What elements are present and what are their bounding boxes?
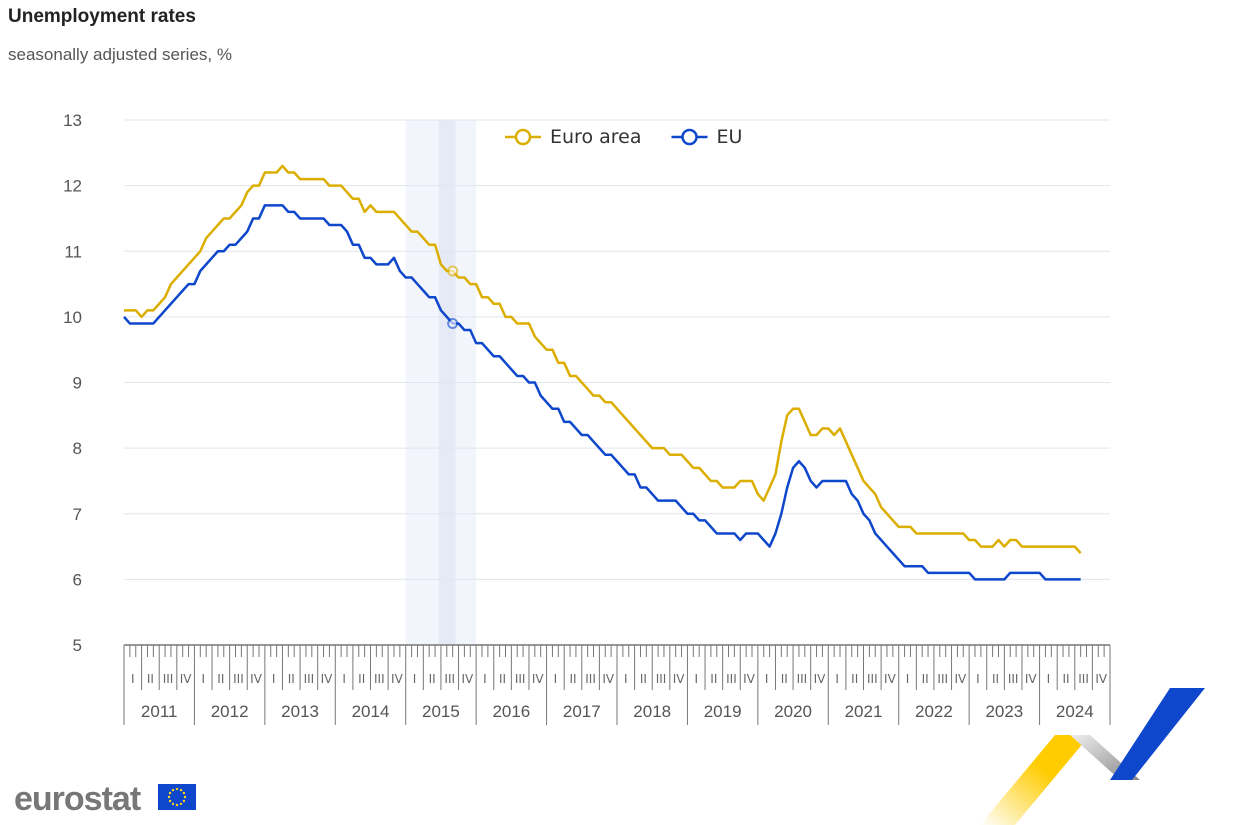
x-quarter-label: IV [180,672,193,686]
x-quarter-label: I [976,672,980,686]
x-quarter-label: IV [391,672,404,686]
series-line-eu [123,204,1081,581]
x-quarter-label: II [781,672,788,686]
x-quarter-label: III [797,672,808,686]
x-quarter-label: IV [673,672,686,686]
hover-point [447,317,459,329]
x-quarter-label: IV [321,672,334,686]
x-quarter-label: I [483,672,487,686]
legend-marker-icon [681,128,698,146]
decorative-stripes [980,688,1205,825]
y-tick-label: 12 [63,177,82,196]
x-year-label: 2015 [422,702,460,721]
y-tick-label: 13 [63,111,82,130]
y-tick-label: 7 [73,505,82,524]
hover-point [447,265,459,277]
x-quarter-label: III [163,672,174,686]
y-tick-label: 5 [73,636,82,655]
x-quarter-label: III [233,672,244,686]
y-tick-label: 11 [64,242,82,261]
legend-marker-icon [514,128,532,146]
x-quarter-label: IV [461,672,474,686]
x-year-label: 2024 [1056,702,1094,721]
x-year-label: 2022 [915,702,953,721]
x-quarter-label: I [554,672,558,686]
x-year-label: 2018 [633,702,671,721]
x-quarter-label: II [640,672,647,686]
x-quarter-label: IV [602,672,615,686]
x-quarter-label: II [851,672,858,686]
x-quarter-label: III [726,672,737,686]
x-year-label: 2014 [352,702,390,721]
x-quarter-label: III [304,672,315,686]
y-tick-label: 8 [73,439,82,458]
x-quarter-label: IV [743,672,756,686]
x-quarter-label: III [656,672,667,686]
legend-label[interactable]: EU [717,126,743,148]
x-quarter-label: IV [1025,672,1038,686]
legend-label[interactable]: Euro area [550,126,641,148]
x-quarter-label: II [499,672,506,686]
x-year-label: 2013 [281,702,319,721]
eurostat-logo: eurostat [14,780,141,818]
chart-subtitle: seasonally adjusted series, % [8,45,232,64]
x-quarter-label: IV [1095,672,1108,686]
x-quarter-label: I [201,672,205,686]
x-quarter-label: I [835,672,839,686]
x-quarter-label: III [1008,672,1019,686]
x-quarter-label: I [765,672,769,686]
x-quarter-label: II [992,672,999,686]
y-tick-label: 10 [63,308,82,327]
x-quarter-label: III [867,672,878,686]
x-quarter-label: I [413,672,417,686]
x-year-label: 2019 [704,702,742,721]
x-quarter-label: IV [532,672,545,686]
x-quarter-label: III [444,672,455,686]
eu-flag-icon [158,784,196,810]
x-year-label: 2021 [845,702,883,721]
y-tick-label: 6 [73,570,82,589]
x-quarter-label: I [1047,672,1051,686]
x-quarter-label: II [288,672,295,686]
x-year-label: 2012 [211,702,249,721]
x-year-label: 2020 [774,702,812,721]
y-tick-label: 9 [73,374,82,393]
x-year-label: 2011 [141,702,178,721]
x-quarter-label: II [569,672,576,686]
x-quarter-label: II [1062,672,1069,686]
x-year-label: 2023 [985,702,1023,721]
x-quarter-label: III [515,672,526,686]
x-quarter-label: I [624,672,628,686]
x-quarter-label: III [374,672,385,686]
x-quarter-label: II [147,672,154,686]
x-quarter-label: IV [250,672,263,686]
x-quarter-label: I [131,672,135,686]
x-quarter-label: III [937,672,948,686]
x-quarter-label: II [358,672,365,686]
x-quarter-label: IV [884,672,897,686]
x-quarter-label: IV [954,672,967,686]
x-quarter-label: I [694,672,698,686]
x-quarter-label: II [922,672,929,686]
x-quarter-label: III [1078,672,1089,686]
x-quarter-label: IV [814,672,827,686]
chart-title: Unemployment rates [8,6,196,27]
x-quarter-label: III [585,672,596,686]
x-quarter-label: II [710,672,717,686]
x-quarter-label: I [272,672,276,686]
x-quarter-label: II [217,672,224,686]
x-year-label: 2016 [492,702,530,721]
x-year-label: 2017 [563,702,601,721]
x-quarter-label: II [429,672,436,686]
x-quarter-label: I [906,672,910,686]
series-line-euro-area [124,164,1082,554]
x-quarter-label: I [342,672,346,686]
